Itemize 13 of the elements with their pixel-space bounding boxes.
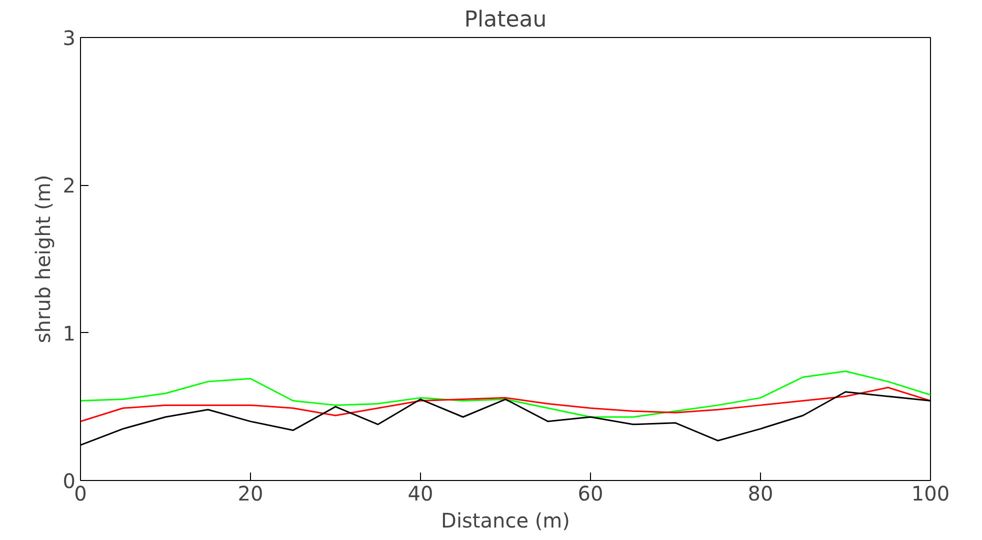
- x-tick-label: 60: [578, 482, 604, 506]
- x-tick-label: 80: [748, 482, 774, 506]
- x-tick-label: 20: [238, 482, 264, 506]
- y-axis-title: shrub height (m): [30, 174, 55, 344]
- x-axis-title: Distance (m): [441, 508, 570, 532]
- y-tick-label: 2: [62, 174, 76, 198]
- y-tick-label: 3: [62, 26, 76, 50]
- line-series: [80, 386, 930, 422]
- x-tick-label: 40: [408, 482, 434, 506]
- x-tick-label: 100: [911, 482, 950, 506]
- y-tick-label: 1: [62, 321, 76, 346]
- chart-title: Plateau: [464, 8, 547, 32]
- line-series: [80, 370, 930, 418]
